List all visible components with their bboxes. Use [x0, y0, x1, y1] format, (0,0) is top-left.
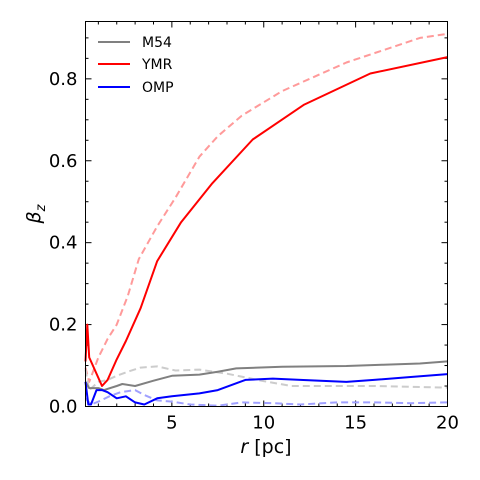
y-tick-label: 0.6: [49, 151, 78, 172]
x-axis-label: r [pc]: [240, 436, 291, 458]
y-axis-label: βz: [23, 203, 49, 224]
plot-lines: [84, 32, 448, 407]
series-line-omp: [84, 373, 448, 406]
legend-label-m54: M54: [142, 35, 172, 51]
x-tick-label: 15: [344, 413, 367, 434]
legend: M54 YMR OMP: [98, 35, 174, 96]
legend-label-ymr: YMR: [141, 57, 173, 73]
x-tick-label: 5: [166, 413, 177, 434]
series-line-dashed-3: [84, 32, 448, 383]
y-tick-label: 0.0: [49, 397, 78, 418]
y-tick-label: 0.2: [49, 315, 78, 336]
y-tick-label: 0.8: [49, 69, 78, 90]
series-line-dashed-5: [84, 389, 448, 407]
x-tick-label: 20: [436, 413, 459, 434]
legend-label-omp: OMP: [142, 80, 174, 96]
ticks: 5 10 15 20 0.0 0.2 0.4 0.6 0.8: [49, 21, 459, 434]
series-line-dashed-4: [84, 365, 448, 392]
series-line-ymr: [84, 56, 448, 387]
y-tick-label: 0.4: [49, 233, 78, 254]
x-tick-label: 10: [252, 413, 275, 434]
plot-frame: [85, 21, 448, 407]
